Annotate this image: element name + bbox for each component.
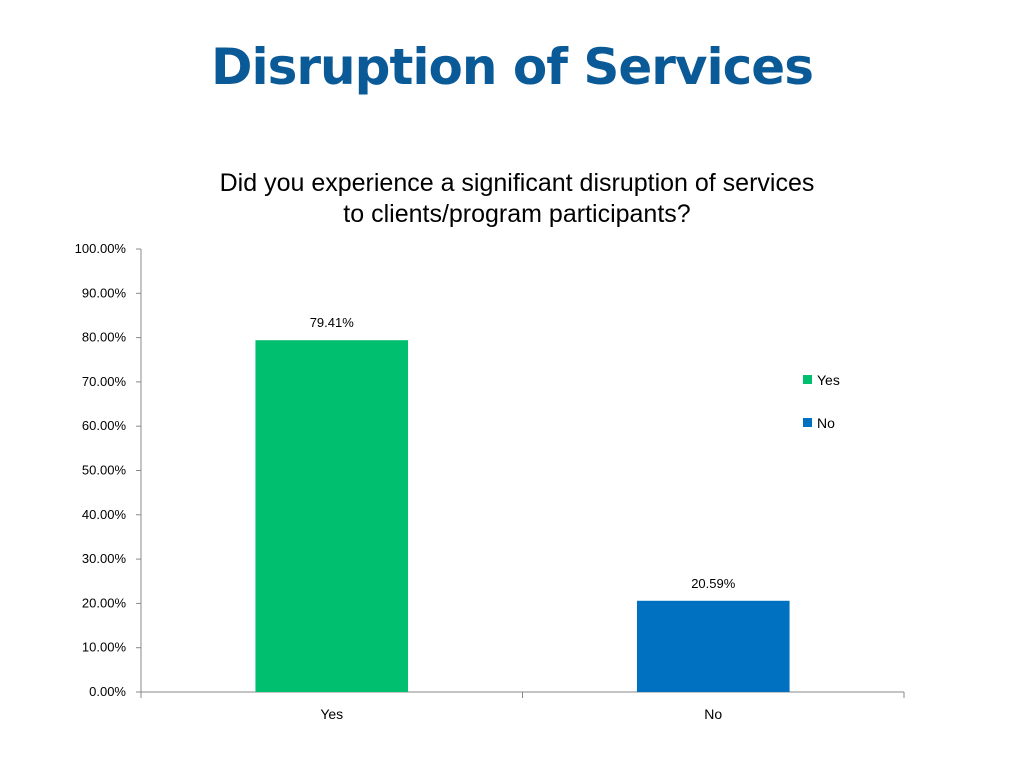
bar-no (636, 600, 790, 692)
legend-swatch-no (803, 418, 812, 427)
y-tick-label: 40.00% (82, 507, 127, 522)
y-tick-label: 90.00% (82, 285, 127, 300)
y-tick-label: 50.00% (82, 463, 127, 478)
data-label: 20.59% (691, 576, 736, 591)
bar-yes (255, 340, 409, 692)
y-tick-label: 60.00% (82, 418, 127, 433)
data-labels: 79.41% 20.59% (310, 315, 736, 591)
y-tick-label: 70.00% (82, 374, 127, 389)
y-tick-label: 10.00% (82, 640, 127, 655)
y-tick-label: 0.00% (89, 684, 126, 699)
legend-label: Yes (817, 372, 840, 388)
legend: Yes No (803, 372, 840, 431)
y-tick-label: 100.00% (75, 241, 127, 256)
x-tick-label: No (704, 706, 722, 722)
legend-swatch-yes (803, 375, 812, 384)
legend-label: No (817, 415, 835, 431)
x-tick-label: Yes (320, 706, 343, 722)
x-axis: Yes No (140, 691, 905, 722)
y-tick-label: 20.00% (82, 595, 127, 610)
bars (255, 340, 790, 692)
y-tick-label: 30.00% (82, 551, 127, 566)
y-tick-label: 80.00% (82, 330, 127, 345)
slide-title: Disruption of Services (211, 38, 814, 96)
chart-title: Did you experience a significant disrupt… (219, 169, 815, 228)
data-label: 79.41% (310, 315, 355, 330)
y-axis: 0.00% 10.00% 20.00% 30.00% 40.00% 50.00% 60.00… (75, 241, 142, 699)
